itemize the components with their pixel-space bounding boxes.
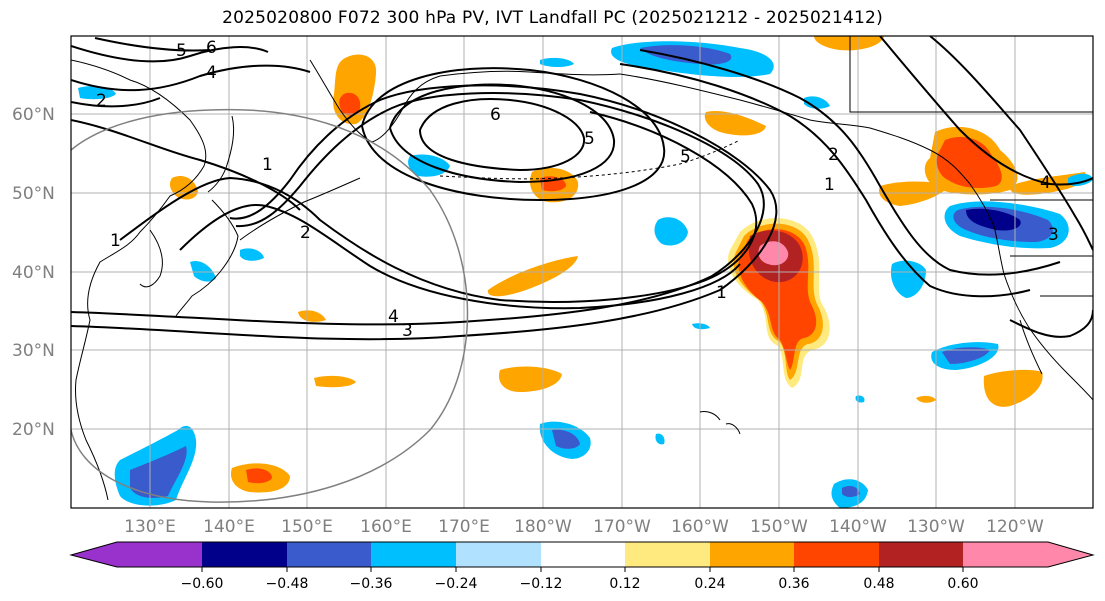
colorbar-segment — [794, 542, 879, 567]
contour-label: 6 — [490, 105, 501, 125]
lat-label: 20°N — [12, 420, 55, 440]
colorbar-segment — [371, 542, 456, 567]
pv-contour-4-low — [360, 67, 666, 202]
contour-label: 1 — [716, 283, 727, 303]
lon-label: 170°E — [438, 517, 490, 537]
lon-label: 130°E — [124, 517, 176, 537]
colorbar-segment — [625, 542, 710, 567]
colorbar-segment — [287, 542, 371, 567]
contour-label: 3 — [1048, 225, 1059, 245]
contour-label: 4 — [388, 307, 399, 327]
latitude-labels: 60°N 50°N 40°N 30°N 20°N — [12, 105, 55, 440]
longitude-labels: 130°E 140°E 150°E 160°E 170°E 180°W 170°… — [124, 517, 1044, 537]
contour-label: 2 — [96, 91, 107, 111]
contour-label: 1 — [262, 155, 273, 175]
pv-contour-1-ridge — [619, 63, 1031, 298]
pv-contour-5-northwest — [71, 45, 269, 63]
colorbar-tick: −0.60 — [181, 576, 224, 592]
colorbar-tick: 0.60 — [947, 576, 978, 592]
colorbar-tick: −0.48 — [266, 576, 309, 592]
contour-label: 1 — [110, 231, 121, 251]
colorbar-tick: −0.24 — [435, 576, 478, 592]
contour-label: 2 — [300, 223, 311, 243]
colorbar: −0.60 −0.48 −0.36 −0.24 −0.12 0.12 0.24 … — [69, 541, 1095, 592]
lon-label: 150°E — [281, 517, 333, 537]
colorbar-segment — [710, 542, 794, 567]
colorbar-tick: 0.36 — [778, 576, 809, 592]
colorbar-segment — [456, 542, 541, 567]
contour-label: 5 — [680, 147, 691, 167]
colorbar-tick: 0.48 — [863, 576, 894, 592]
lat-label: 30°N — [12, 341, 55, 361]
contour-label: 5 — [584, 129, 595, 149]
pv-contour-low-east — [1009, 309, 1093, 338]
contour-label: 5 — [176, 41, 187, 61]
lat-label: 40°N — [12, 263, 55, 283]
colorbar-tick: −0.36 — [350, 576, 393, 592]
pv-contour-2-a — [179, 203, 741, 310]
contour-label: 2 — [828, 145, 839, 165]
colorbar-segment — [541, 542, 625, 567]
pv-contour-4-northwest — [71, 64, 311, 92]
colorbar-segment — [202, 542, 287, 567]
lon-label: 180°W — [514, 517, 572, 537]
map-title: 2025020800 F072 300 hPa PV, IVT Landfall… — [222, 8, 883, 28]
colorbar-segment — [879, 542, 963, 567]
colorbar-segment — [117, 542, 202, 567]
lon-label: 160°E — [360, 517, 412, 537]
pv-contour-2-northwest — [71, 97, 161, 108]
colorbar-tick: −0.12 — [520, 576, 563, 592]
lon-label: 170°W — [593, 517, 651, 537]
contour-label: 6 — [206, 38, 217, 58]
lon-label: 140°E — [203, 517, 255, 537]
colorbar-segment — [963, 542, 1048, 567]
pv-contour-6-northwest — [94, 37, 211, 52]
lon-label: 150°W — [750, 517, 808, 537]
colorbar-extend-right — [1048, 542, 1093, 567]
contour-label: 4 — [206, 63, 217, 83]
pv-contour-4-east — [879, 36, 1093, 186]
plot-frame — [70, 35, 1094, 509]
lon-label: 130°W — [907, 517, 965, 537]
pv-contour-1-south — [119, 111, 758, 303]
pv-contour-1-west — [71, 119, 301, 211]
colorbar-extend-left — [71, 542, 117, 567]
colorbar-tick: 0.12 — [609, 576, 640, 592]
contour-label: 4 — [1040, 173, 1051, 193]
lat-label: 50°N — [12, 184, 55, 204]
lat-label: 60°N — [12, 105, 55, 125]
pv-contour-4 — [71, 92, 765, 326]
pv-contour-5-low — [388, 83, 616, 184]
contour-label: 1 — [824, 175, 835, 195]
lon-label: 160°W — [671, 517, 729, 537]
great-circle-arc — [71, 108, 469, 503]
plot-area: 6 5 4 2 1 2 1 6 5 5 2 1 4 3 4 3 1 — [71, 36, 1093, 508]
colorbar-tick: 0.24 — [694, 576, 725, 592]
contour-labels: 6 5 4 2 1 2 1 6 5 5 2 1 4 3 4 3 1 — [96, 38, 1059, 341]
pv-contour-2-ridge — [639, 49, 1061, 276]
pv-contour-3 — [71, 84, 778, 341]
coastlines — [71, 36, 1093, 501]
contour-label: 3 — [402, 321, 413, 341]
lon-label: 120°W — [986, 517, 1044, 537]
pv-contour-6-low — [418, 98, 586, 172]
pv-contour-3-east — [929, 36, 1093, 251]
lon-label: 140°W — [829, 517, 887, 537]
pv-contours — [71, 36, 1093, 341]
